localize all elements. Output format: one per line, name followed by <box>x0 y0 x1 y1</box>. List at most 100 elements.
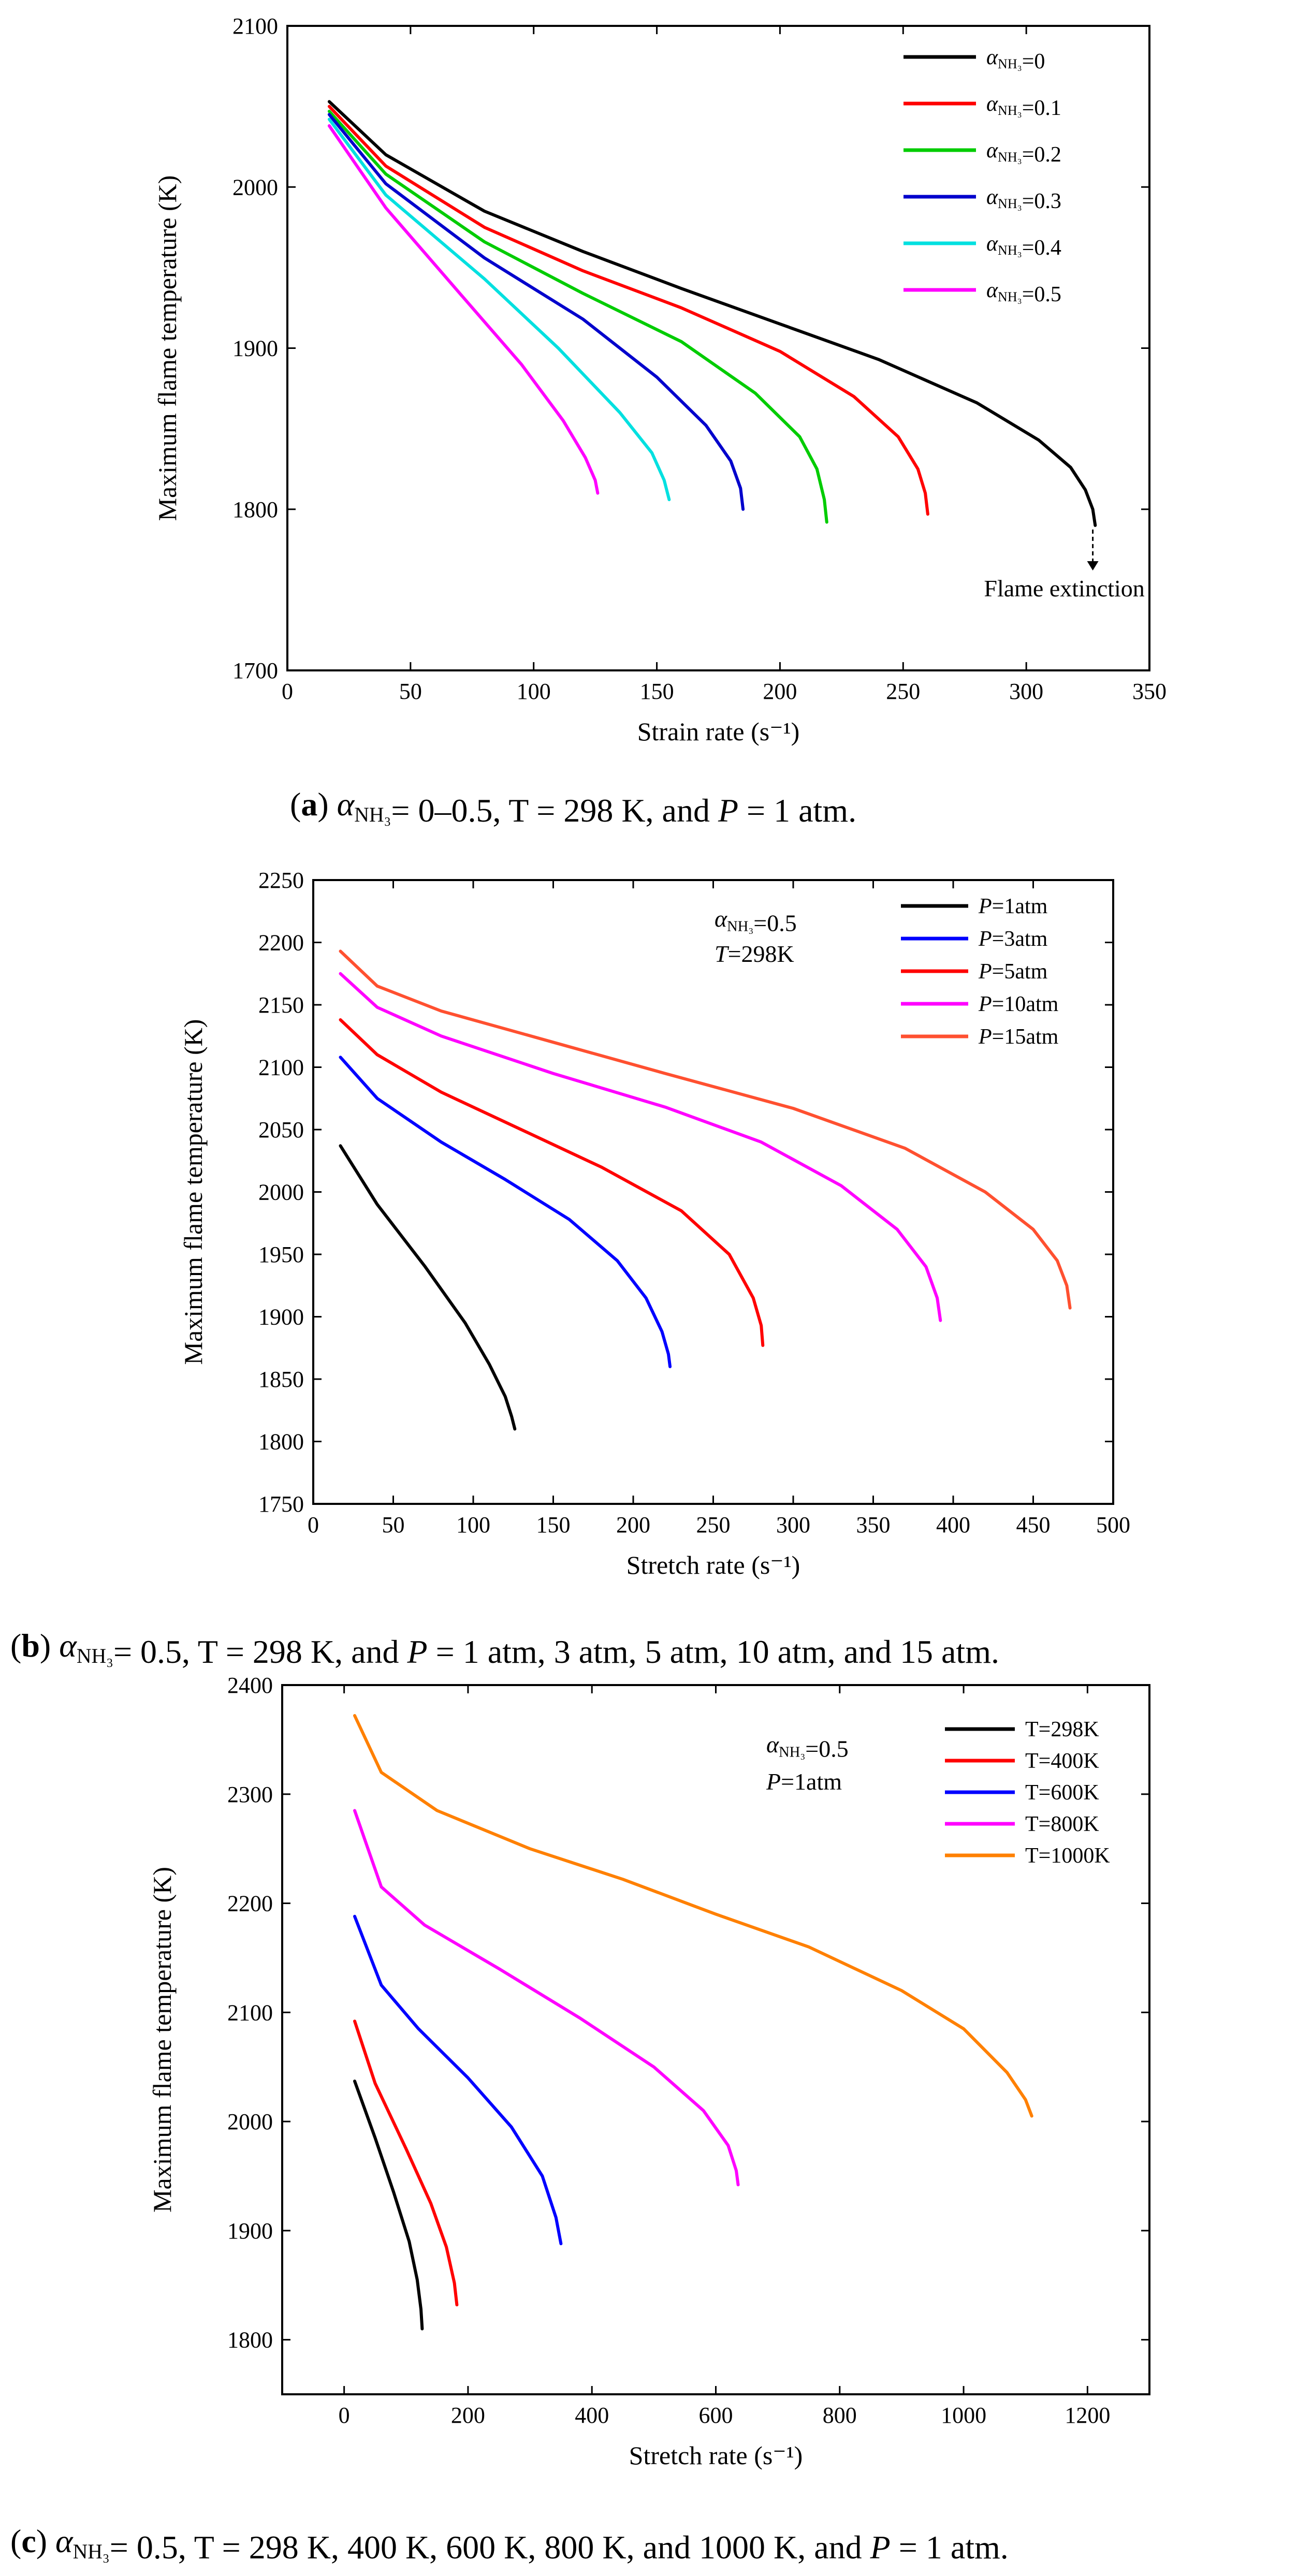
x-tick-label: 400 <box>936 1512 970 1538</box>
x-tick-label: 200 <box>763 679 797 704</box>
x-tick-label: 150 <box>536 1512 571 1538</box>
x-tick-label: 300 <box>1009 679 1043 704</box>
y-tick-label: 1900 <box>232 336 278 361</box>
y-tick-label: 1750 <box>258 1491 304 1517</box>
y-tick-label: 2300 <box>227 1782 273 1807</box>
condition-label: T=298K <box>715 941 794 967</box>
legend-label: P=5atm <box>978 960 1048 984</box>
plot-area-frame <box>286 25 1150 671</box>
x-tick-label: 350 <box>1132 679 1167 704</box>
y-tick-label: 2100 <box>232 13 278 39</box>
x-tick-label: 100 <box>517 679 551 704</box>
legend-label: αNH₃=0.2 <box>986 139 1061 167</box>
legend-label: P=15atm <box>978 1025 1059 1049</box>
chart-panel-c: 0 200 400 600 800 1000 1200 1800 1900 2000 2100 220… <box>10 1673 1150 2566</box>
x-axis-title: Stretch rate (s⁻¹) <box>629 2441 803 2470</box>
x-tick-label: 200 <box>451 2403 485 2428</box>
y-tick-label: 1900 <box>227 2218 273 2244</box>
legend-label: αNH₃=0 <box>986 46 1045 74</box>
series-line-0 <box>327 100 1097 527</box>
x-tick-label: 600 <box>699 2403 733 2428</box>
x-tick-label: 200 <box>616 1512 650 1538</box>
legend-label: P=10atm <box>978 992 1059 1016</box>
plot-area-frame <box>281 1684 1150 2395</box>
x-tick-label: 1200 <box>1065 2403 1110 2428</box>
x-tick-label: 300 <box>776 1512 810 1538</box>
legend-label: αNH₃=0.5 <box>986 279 1061 306</box>
y-tick-label: 2100 <box>258 1055 304 1080</box>
y-tick-label: 1700 <box>232 658 278 683</box>
y-tick-label: 2250 <box>258 868 304 893</box>
y-axis-title: Maximum flame temperature (K) <box>148 1867 177 2213</box>
caption-c: (c) αNH₃= 0.5, T = 298 K, 400 K, 600 K, … <box>10 2523 1009 2566</box>
series-line-1 <box>327 105 929 516</box>
y-tick-label: 2000 <box>232 174 278 200</box>
x-tick-label: 400 <box>575 2403 609 2428</box>
legend-label: P=3atm <box>978 927 1048 951</box>
x-axis-title: Stretch rate (s⁻¹) <box>626 1550 800 1579</box>
series-line-3 <box>353 1809 740 2187</box>
x-tick-label: 100 <box>456 1512 490 1538</box>
legend-label: αNH₃=0.3 <box>986 185 1061 213</box>
x-tick-label: 0 <box>308 1512 319 1538</box>
y-tick-label: 2100 <box>227 2000 273 2025</box>
series-line-2 <box>327 110 828 524</box>
x-axis-title: Strain rate (s⁻¹) <box>637 717 800 746</box>
y-tick-label: 1950 <box>258 1242 304 1267</box>
x-tick-label: 350 <box>856 1512 891 1538</box>
extinction-arrow-head <box>1087 561 1099 571</box>
condition-label: P=1atm <box>766 1768 842 1795</box>
series-line-1 <box>353 2019 459 2307</box>
chart-panel-a: 0 50 100 150 200 250 300 350 1700 1800 1900 2000 210… <box>153 13 1167 829</box>
x-tick-label: 0 <box>339 2403 350 2428</box>
x-tick-label: 0 <box>282 679 293 704</box>
legend-label: T=298K <box>1025 1718 1099 1741</box>
legend-label: αNH₃=0.4 <box>986 232 1061 260</box>
series-line-3 <box>339 972 942 1322</box>
y-tick-label: 1800 <box>232 497 278 522</box>
y-tick-label: 2050 <box>258 1117 304 1143</box>
legend-label: T=1000K <box>1025 1844 1110 1868</box>
legend-label: T=600K <box>1025 1781 1099 1805</box>
series-line-2 <box>339 1018 765 1347</box>
x-tick-label: 50 <box>382 1512 405 1538</box>
series-line-5 <box>327 124 600 495</box>
series-line-4 <box>353 1714 1033 2118</box>
legend-label: T=800K <box>1025 1812 1099 1836</box>
series-line-3 <box>327 113 745 511</box>
x-tick-label: 150 <box>640 679 674 704</box>
y-tick-label: 2200 <box>227 1891 273 1916</box>
x-tick-label: 500 <box>1096 1512 1130 1538</box>
condition-label: αNH₃=0.5 <box>715 905 797 936</box>
chart-panel-b: 0 50 100 150 200 250 300 350 400 450 500 1750 1800 18… <box>10 868 1130 1670</box>
y-tick-label: 1850 <box>258 1367 304 1392</box>
legend-label: αNH₃=0.1 <box>986 92 1061 120</box>
series-line-1 <box>339 1056 672 1368</box>
caption-a: (a) αNH₃= 0–0.5, T = 298 K, and P = 1 at… <box>290 786 856 829</box>
y-tick-label: 1800 <box>227 2328 273 2353</box>
x-tick-label: 250 <box>696 1512 731 1538</box>
y-tick-label: 2150 <box>258 992 304 1018</box>
y-tick-label: 2400 <box>227 1673 273 1698</box>
series-line-4 <box>327 118 671 502</box>
y-tick-label: 1800 <box>258 1429 304 1455</box>
y-axis-title: Maximum flame temperature (K) <box>179 1019 208 1365</box>
x-tick-label: 50 <box>399 679 422 704</box>
flame-extinction-label: Flame extinction <box>984 575 1144 602</box>
x-tick-label: 450 <box>1016 1512 1051 1538</box>
x-tick-label: 800 <box>823 2403 857 2428</box>
series-line-0 <box>339 1144 517 1431</box>
series-line-0 <box>353 2080 424 2331</box>
legend-label: P=1atm <box>978 895 1048 918</box>
series-line-2 <box>353 1914 563 2246</box>
caption-b: (b) αNH₃= 0.5, T = 298 K, and P = 1 atm,… <box>10 1627 999 1670</box>
condition-label: αNH₃=0.5 <box>766 1731 849 1762</box>
x-tick-label: 250 <box>886 679 920 704</box>
y-tick-label: 1900 <box>258 1305 304 1330</box>
y-tick-label: 2000 <box>258 1180 304 1205</box>
y-tick-label: 2000 <box>227 2109 273 2134</box>
x-tick-label: 1000 <box>941 2403 986 2428</box>
y-tick-label: 2200 <box>258 930 304 956</box>
y-axis-title: Maximum flame temperature (K) <box>153 175 182 521</box>
